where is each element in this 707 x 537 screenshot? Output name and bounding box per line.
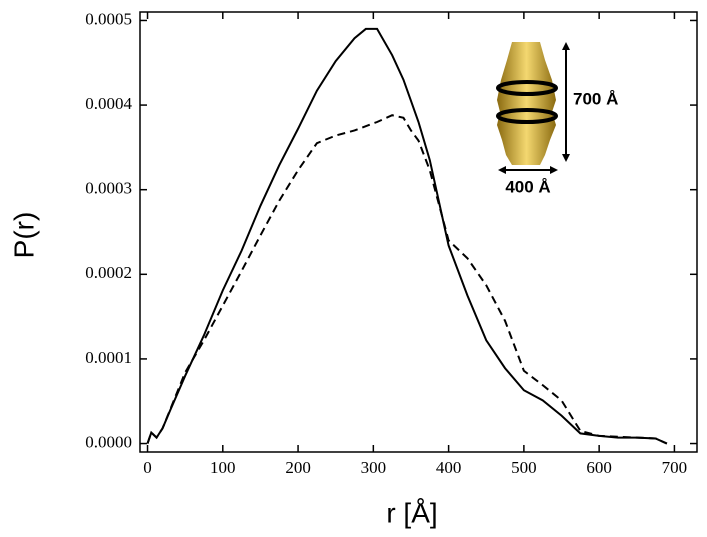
x-tick-label: 600	[586, 458, 612, 477]
x-tick-label: 700	[662, 458, 688, 477]
x-tick-label: 200	[285, 458, 311, 477]
y-tick-label: 0.0004	[85, 94, 132, 113]
y-tick-label: 0.0002	[85, 263, 132, 282]
data-line	[146, 114, 668, 445]
y-tick-label: 0.0003	[85, 179, 132, 198]
annotation: 400 Å	[505, 177, 550, 196]
annotation: 700 Å	[573, 89, 618, 108]
x-tick-label: 500	[511, 458, 537, 477]
y-tick-label: 0.0000	[85, 432, 132, 451]
x-tick-label: 100	[210, 458, 236, 477]
x-tick-label: 0	[143, 458, 152, 477]
x-tick-label: 300	[361, 458, 387, 477]
x-axis-label: r [Å]	[386, 497, 437, 528]
plot-frame	[139, 11, 698, 453]
y-tick-label: 0.0005	[85, 9, 132, 28]
y-tick-label: 0.0001	[85, 348, 132, 367]
y-axis-label: P(r)	[8, 212, 39, 259]
x-tick-label: 400	[436, 458, 462, 477]
inset-image	[496, 42, 570, 174]
data-line	[146, 27, 668, 445]
